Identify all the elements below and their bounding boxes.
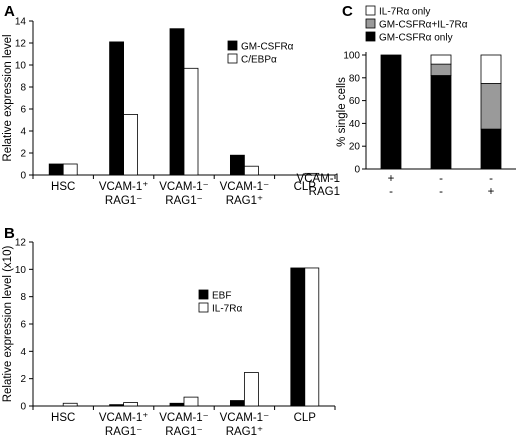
pc-legend-swatch [365,18,376,29]
pb-y-tick-label: 4 [20,347,26,358]
pb-y-axis-label: Relative expression level (x10) [2,246,14,403]
pc-y-tick-label: 60 [349,96,361,107]
panel-letter-c: C [342,3,353,20]
pb-bar-white-4 [304,267,320,407]
pc-legend-label: GM-CSFRα only [379,33,453,44]
pa-y-tick-label: 2 [20,149,26,160]
pb-category-label-line2: RAG1⁺ [226,426,263,435]
pb-bar-white-1 [123,402,138,407]
pb-y-tick-label: 12 [15,238,27,249]
pa-category-label-line2: RAG1⁺ [226,195,263,207]
pa-category-label-line2: RAG1⁻ [105,195,142,207]
pa-legend-label: C/EBPα [241,55,277,66]
pb-legend-swatch [198,289,209,300]
pa-bar-white-4 [304,172,320,176]
pa-bar-white-2 [183,67,199,176]
pa-y-axis-label: Relative expression level [2,34,14,161]
pa-category-label-line1: VCAM-1⁻ [220,181,270,193]
pb-legend-label: EBF [212,291,231,302]
pc-row-label-rag1: RAG1 [309,186,340,198]
pc-vcam1-value: - [439,173,443,185]
pc-vcam1-value: - [489,173,493,185]
pb-bar-white-2 [183,396,199,407]
pa-bar-white-1 [123,114,138,176]
pb-bar-black-4 [290,267,306,407]
pc-y-tick-label: 0 [354,165,360,176]
pa-category-label-line1: HSC [51,181,75,193]
pc-bar-segment-0-0 [380,54,402,170]
pb-bar-black-1 [109,404,124,407]
pa-bar-black-0 [48,163,64,176]
pc-vcam1-value: + [388,173,395,185]
pb-bar-white-0 [62,402,78,407]
pa-category-label-line1: CLP [294,181,317,193]
pa-category-label-line1: VCAM-1⁺ [99,181,149,193]
pa-y-tick-label: 6 [20,105,26,116]
pc-bar-segment-1-2 [480,83,502,130]
pc-rag1-value: - [389,186,393,198]
pc-bar-segment-0-1 [430,75,452,170]
pc-bar-segment-2-2 [480,54,502,84]
pc-y-tick-label: 20 [349,142,361,153]
pb-category-label-line1: CLP [294,412,317,424]
pc-rag1-value: + [488,186,495,198]
pc-legend-swatch [365,31,376,42]
pb-bar-white-3 [243,372,259,407]
pa-legend-swatch [227,40,238,51]
pc-y-axis-label: % single cells [336,77,348,147]
pc-legend-swatch [365,5,376,16]
pb-category-label-line1: VCAM-1⁺ [99,412,149,424]
pc-legend-label: IL-7Rα only [379,7,430,18]
pa-category-label-line1: VCAM-1⁻ [159,181,209,193]
pa-legend-label: GM-CSFRα [241,42,294,53]
pc-row-label-vcam1: VCAM-1 [297,173,340,185]
pa-bar-black-1 [109,41,124,176]
pb-category-label-line2: RAG1⁻ [165,426,202,435]
pc-legend-label: GM-CSFRα+IL-7Rα [379,20,468,31]
pa-bar-black-3 [229,154,245,176]
pc-bar-segment-2-1 [430,54,452,65]
pb-y-tick-label: 6 [20,320,26,331]
pb-legend-label: IL-7Rα [212,304,242,315]
pb-bar-black-3 [229,400,245,407]
pb-category-label-line1: VCAM-1⁻ [220,412,270,424]
pb-bar-black-2 [169,402,185,407]
pa-bar-white-0 [62,163,78,176]
pa-bar-black-2 [169,28,185,176]
panel-letter-a: A [4,3,15,20]
pb-legend-swatch [198,302,209,313]
pc-bar-segment-1-1 [430,63,452,76]
pa-category-label-line2: RAG1⁻ [165,195,202,207]
pb-y-tick-label: 2 [20,374,26,385]
pb-category-label-line1: HSC [51,412,75,424]
pb-y-tick-label: 10 [15,265,27,276]
pb-y-tick-label: 8 [20,292,26,303]
pa-y-tick-label: 12 [15,39,27,50]
pc-y-tick-label: 80 [349,73,361,84]
pc-rag1-value: - [439,186,443,198]
pb-y-tick-label: 0 [20,402,26,413]
pa-y-tick-label: 0 [20,171,26,182]
pa-y-tick-label: 14 [15,17,27,28]
pb-category-label-line2: RAG1⁻ [105,426,142,435]
pa-legend-swatch [227,53,238,64]
pc-y-tick-label: 100 [343,51,360,62]
pa-bar-white-3 [243,165,259,176]
panel-letter-b: B [4,225,15,242]
pc-bar-segment-0-2 [480,128,502,170]
pa-y-tick-label: 8 [20,83,26,94]
pa-y-tick-label: 4 [20,127,26,138]
pb-category-label-line1: VCAM-1⁻ [159,412,209,424]
pc-y-tick-label: 40 [349,119,361,130]
pa-y-tick-label: 10 [15,61,27,72]
